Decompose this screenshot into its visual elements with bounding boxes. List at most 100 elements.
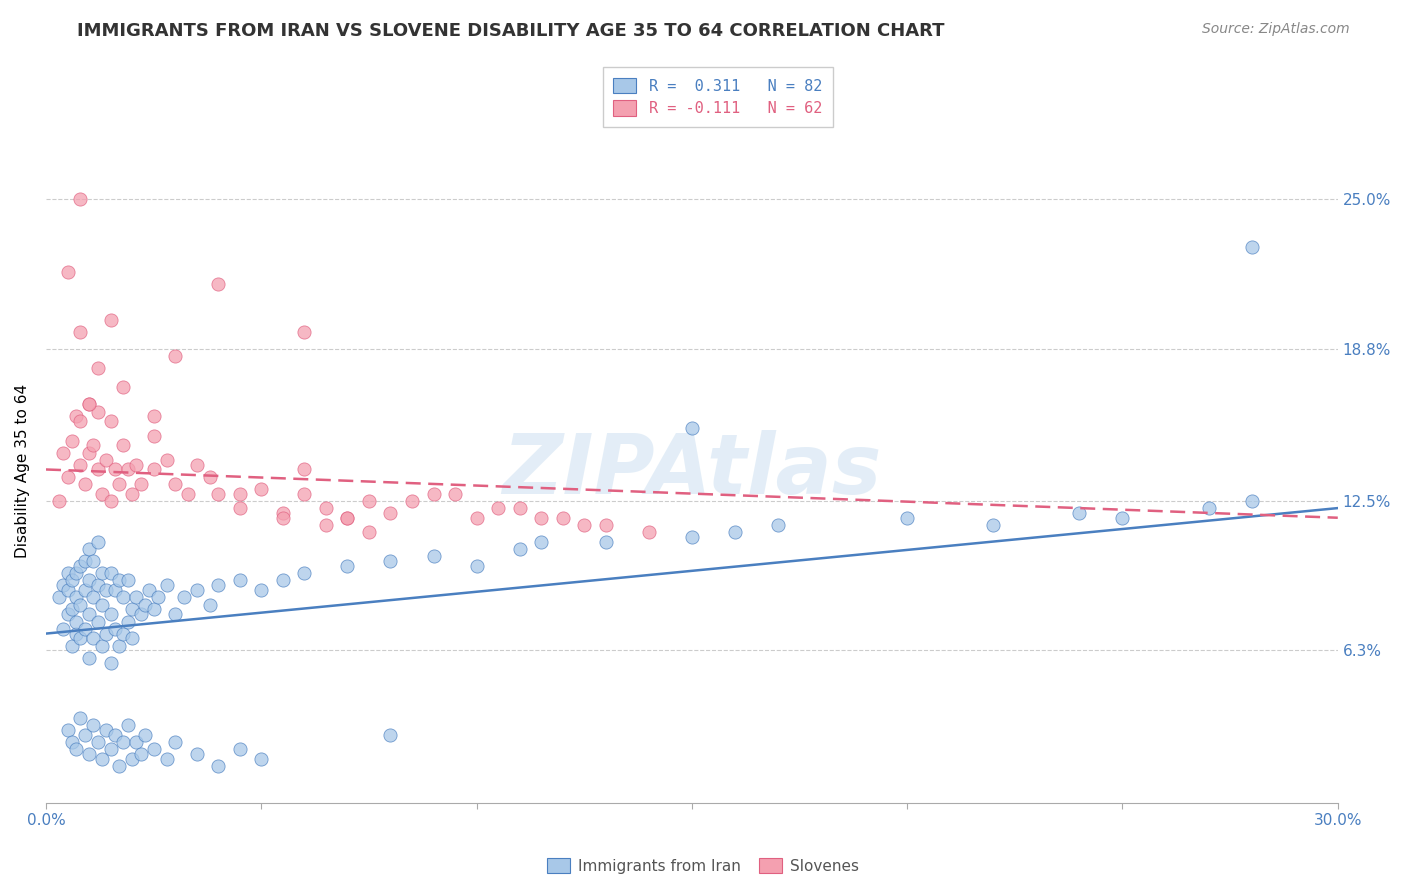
Point <box>69 711 91 725</box>
Point <box>681 421 703 435</box>
Point <box>315 501 337 516</box>
Point <box>129 747 152 762</box>
Point <box>574 518 596 533</box>
Point <box>121 602 143 616</box>
Point <box>250 583 273 598</box>
Point <box>155 578 177 592</box>
Point <box>86 615 108 629</box>
Point <box>207 578 229 592</box>
Point <box>186 747 208 762</box>
Point <box>112 591 135 605</box>
Point <box>86 361 108 376</box>
Point <box>125 591 148 605</box>
Point <box>112 626 135 640</box>
Point <box>207 486 229 500</box>
Point <box>336 510 359 524</box>
Point <box>165 349 187 363</box>
Point <box>336 559 359 574</box>
Point <box>77 574 100 588</box>
Point <box>56 583 79 598</box>
Point <box>401 493 423 508</box>
Point <box>271 574 294 588</box>
Point <box>121 752 143 766</box>
Point <box>146 591 169 605</box>
Point <box>271 510 294 524</box>
Point <box>60 735 83 749</box>
Point <box>65 409 87 424</box>
Point <box>108 477 131 491</box>
Point <box>186 583 208 598</box>
Point <box>52 445 75 459</box>
Point <box>681 530 703 544</box>
Point <box>65 615 87 629</box>
Point <box>637 525 659 540</box>
Point <box>357 525 380 540</box>
Point <box>207 277 229 291</box>
Point <box>86 462 108 476</box>
Point <box>138 583 160 598</box>
Point <box>104 728 127 742</box>
Point <box>380 728 402 742</box>
Point <box>82 438 104 452</box>
Point <box>82 591 104 605</box>
Point <box>69 192 91 206</box>
Point <box>357 493 380 508</box>
Point <box>595 534 617 549</box>
Point <box>100 313 122 327</box>
Point <box>96 452 118 467</box>
Point <box>173 591 195 605</box>
Point <box>56 469 79 483</box>
Point <box>91 598 114 612</box>
Point <box>465 559 488 574</box>
Point <box>766 518 789 533</box>
Point <box>422 486 444 500</box>
Point <box>69 598 91 612</box>
Point <box>250 752 273 766</box>
Point <box>165 607 187 622</box>
Point <box>96 723 118 738</box>
Point <box>108 759 131 773</box>
Point <box>142 409 165 424</box>
Point <box>96 626 118 640</box>
Point <box>129 477 152 491</box>
Point <box>82 554 104 568</box>
Point <box>69 559 91 574</box>
Point <box>73 583 96 598</box>
Point <box>117 574 139 588</box>
Point <box>60 434 83 448</box>
Point <box>96 583 118 598</box>
Point <box>104 462 127 476</box>
Point <box>52 622 75 636</box>
Point <box>530 534 553 549</box>
Point <box>82 632 104 646</box>
Point <box>60 574 83 588</box>
Text: IMMIGRANTS FROM IRAN VS SLOVENE DISABILITY AGE 35 TO 64 CORRELATION CHART: IMMIGRANTS FROM IRAN VS SLOVENE DISABILI… <box>77 22 945 40</box>
Point <box>142 462 165 476</box>
Point <box>444 486 467 500</box>
Point <box>422 549 444 564</box>
Point <box>112 735 135 749</box>
Point <box>77 445 100 459</box>
Point <box>65 742 87 756</box>
Point <box>229 742 252 756</box>
Point <box>142 602 165 616</box>
Point <box>104 622 127 636</box>
Point <box>69 325 91 339</box>
Point <box>292 325 315 339</box>
Point <box>56 566 79 581</box>
Point <box>134 598 156 612</box>
Point <box>112 438 135 452</box>
Point <box>65 626 87 640</box>
Point <box>155 752 177 766</box>
Point <box>1069 506 1091 520</box>
Point <box>595 518 617 533</box>
Point <box>509 501 531 516</box>
Point <box>77 397 100 411</box>
Point <box>69 458 91 472</box>
Point <box>981 518 1004 533</box>
Point <box>1240 493 1263 508</box>
Point <box>177 486 200 500</box>
Point <box>186 458 208 472</box>
Point <box>165 477 187 491</box>
Legend: Immigrants from Iran, Slovenes: Immigrants from Iran, Slovenes <box>541 852 865 880</box>
